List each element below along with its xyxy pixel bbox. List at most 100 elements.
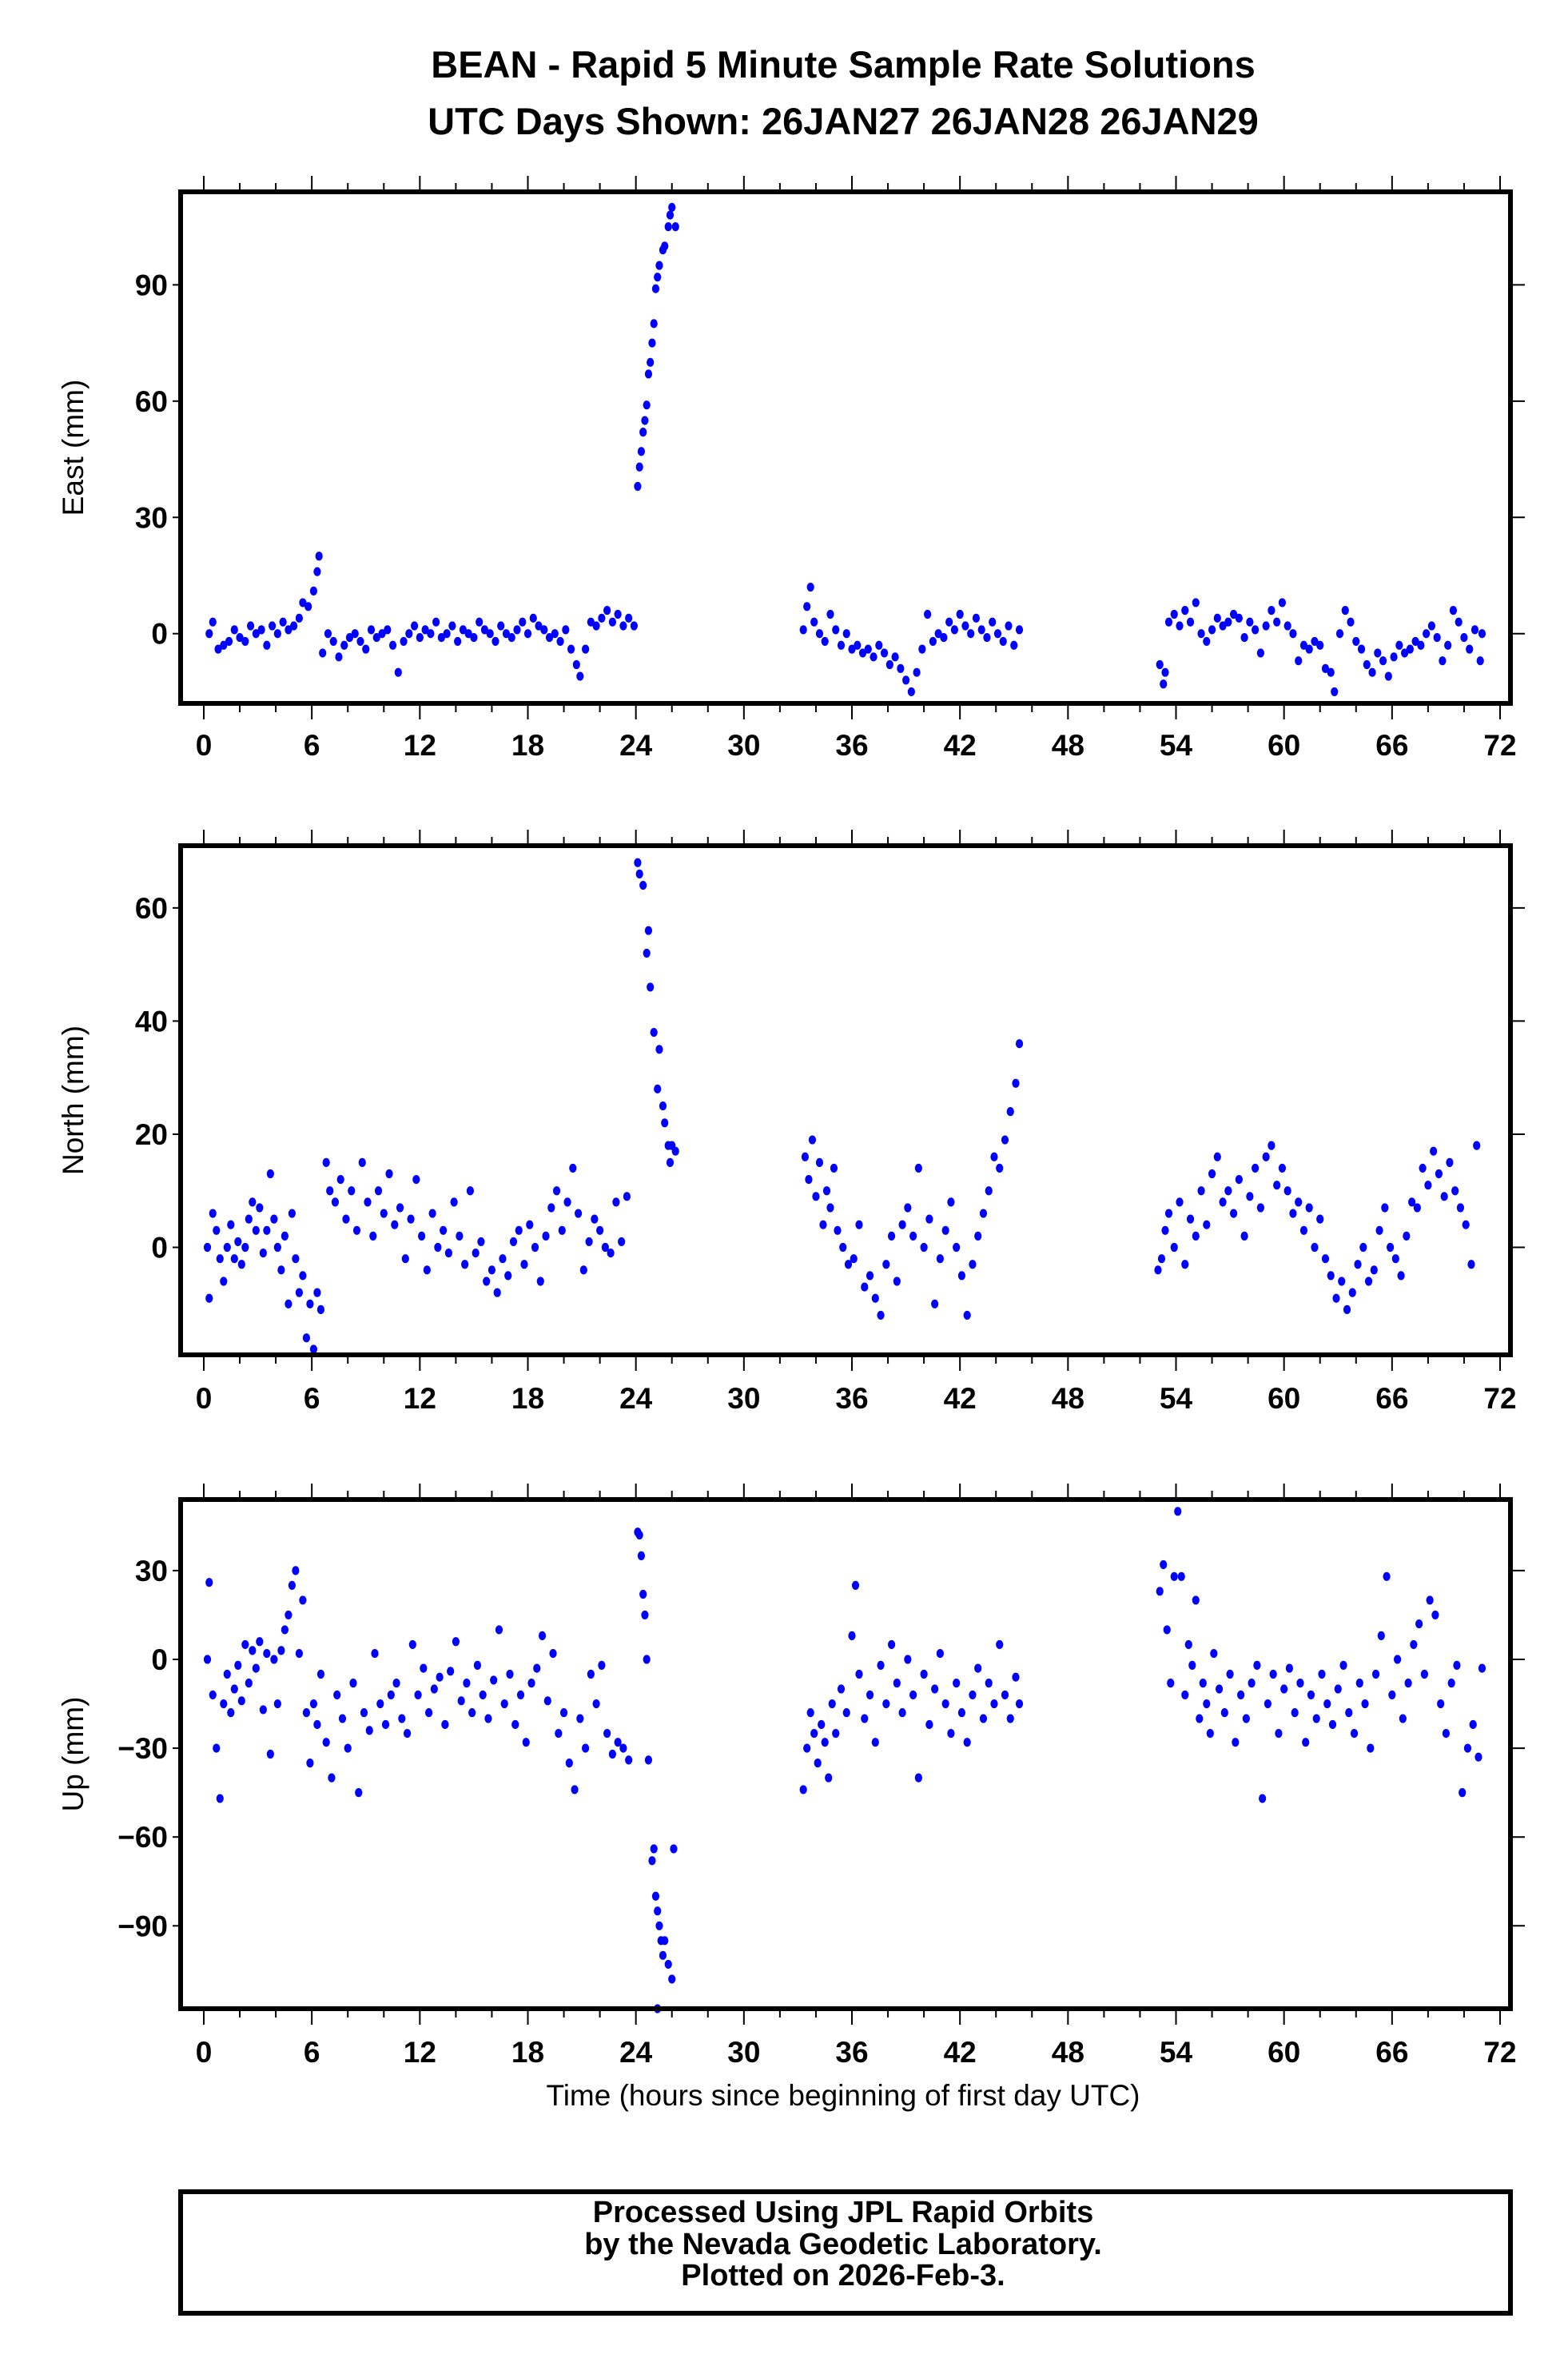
data-point	[542, 1231, 550, 1241]
data-point	[1203, 636, 1211, 647]
data-point	[961, 621, 969, 631]
data-point	[866, 1271, 874, 1281]
data-point	[1010, 640, 1018, 650]
data-point	[815, 629, 824, 639]
data-point	[914, 1163, 922, 1173]
data-point	[870, 652, 878, 662]
x-tick-label: 72	[1483, 1382, 1516, 1415]
data-point	[349, 1679, 357, 1688]
data-point	[587, 617, 595, 627]
data-point	[947, 1197, 955, 1207]
data-point	[480, 625, 489, 635]
data-point	[209, 1209, 217, 1218]
data-point	[1399, 1714, 1407, 1723]
data-point	[326, 1186, 334, 1196]
data-point	[1203, 1699, 1211, 1709]
data-point	[520, 1260, 528, 1269]
x-tick-label: 36	[835, 1382, 868, 1415]
data-point	[1278, 598, 1287, 607]
data-point	[1186, 617, 1195, 627]
data-point	[1361, 1699, 1369, 1709]
data-point	[659, 1101, 667, 1111]
data-point	[269, 621, 277, 631]
data-point	[815, 1157, 824, 1167]
data-point	[643, 948, 651, 958]
data-point	[909, 1690, 917, 1700]
data-point	[319, 648, 327, 658]
data-point	[1379, 656, 1387, 666]
data-point	[256, 1203, 264, 1213]
data-point	[1299, 640, 1308, 650]
data-point	[538, 1631, 547, 1640]
data-point	[608, 617, 616, 627]
y-tick-label: 0	[151, 618, 168, 651]
data-point	[661, 1936, 669, 1946]
data-point	[473, 1660, 482, 1670]
x-tick-label: 30	[727, 2036, 760, 2069]
data-point	[848, 1631, 856, 1640]
data-point	[871, 1738, 879, 1747]
data-point	[216, 1254, 224, 1264]
data-point	[441, 1719, 449, 1730]
data-point	[1167, 1679, 1175, 1688]
data-point	[1283, 621, 1291, 631]
data-point	[1176, 1197, 1184, 1207]
x-tick-label: 36	[835, 729, 868, 762]
data-point	[1345, 1708, 1353, 1718]
data-point	[549, 1648, 557, 1659]
data-point	[861, 1282, 869, 1292]
data-point	[220, 640, 228, 650]
data-point	[1316, 1214, 1324, 1224]
data-point	[850, 1254, 858, 1264]
data-point	[810, 617, 818, 627]
data-point	[647, 357, 655, 367]
x-tick-label: 24	[619, 2036, 653, 2069]
data-point	[420, 1663, 428, 1673]
data-point	[1199, 1679, 1207, 1688]
data-point	[940, 632, 948, 643]
data-point	[950, 625, 959, 635]
data-point	[822, 1186, 831, 1196]
data-point	[547, 1203, 555, 1213]
data-point	[925, 1214, 933, 1224]
data-point	[344, 1743, 352, 1753]
data-point	[1341, 606, 1349, 615]
x-tick-label: 30	[727, 1382, 760, 1415]
data-point	[972, 613, 981, 623]
data-point	[450, 1197, 458, 1207]
data-point	[996, 1639, 1004, 1650]
data-point	[598, 1660, 606, 1670]
data-point	[608, 1749, 616, 1759]
data-point	[336, 1174, 344, 1185]
data-point	[245, 1214, 253, 1224]
data-point	[285, 1299, 293, 1308]
data-point	[837, 640, 846, 650]
data-point	[203, 1242, 212, 1253]
data-point	[957, 1708, 966, 1718]
data-point	[452, 1637, 460, 1647]
data-point	[338, 1714, 347, 1723]
data-point	[236, 632, 244, 643]
data-point	[270, 1214, 278, 1224]
data-point	[273, 629, 281, 639]
data-point	[1226, 1669, 1234, 1679]
data-point	[351, 629, 359, 639]
data-point	[1420, 1669, 1428, 1679]
data-point	[799, 1785, 807, 1794]
data-point	[661, 241, 669, 251]
y-tick-label: −60	[117, 1821, 168, 1854]
data-point	[536, 1277, 544, 1286]
chart-title: BEAN - Rapid 5 Minute Sample Rate Soluti…	[431, 43, 1256, 86]
data-point	[866, 1690, 874, 1700]
data-point	[1269, 1669, 1277, 1679]
data-point	[1219, 621, 1227, 631]
data-point	[1174, 1507, 1182, 1516]
data-point	[374, 1186, 383, 1196]
data-point	[273, 1699, 281, 1709]
data-point	[567, 644, 575, 654]
data-point	[936, 1254, 944, 1264]
data-point	[810, 1728, 818, 1739]
data-point	[877, 1660, 885, 1670]
data-point	[1462, 1220, 1470, 1229]
data-point	[1374, 648, 1382, 658]
